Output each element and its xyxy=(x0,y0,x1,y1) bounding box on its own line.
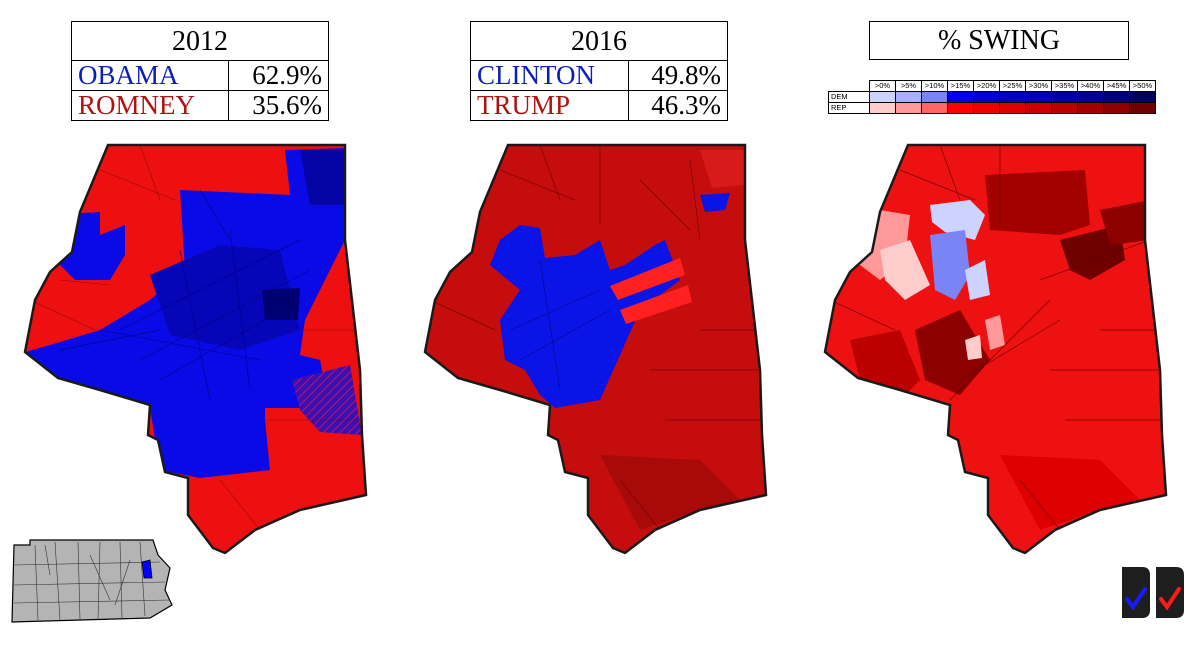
results-table-2016: 2016 CLINTON 49.8% TRUMP 46.3% xyxy=(470,21,728,121)
map-2012-tie-area xyxy=(292,365,362,435)
highlighted-county xyxy=(141,559,153,579)
legend-rep-swatch xyxy=(1103,102,1130,114)
map-2016-outline xyxy=(423,143,768,555)
map-swing-rep-pale-center xyxy=(965,335,982,360)
year-2016-title: 2016 xyxy=(470,21,728,61)
dem-pct-2016: 49.8% xyxy=(627,60,728,91)
check-icon-red xyxy=(1156,567,1184,618)
map-2016-dem-region xyxy=(490,225,680,408)
map-swing-dem-light-east xyxy=(965,260,990,300)
map-2016-rep-northeast xyxy=(700,150,745,188)
results-table-2012: 2012 OBAMA 62.9% ROMNEY 35.6% xyxy=(70,21,329,121)
dem-pct-2012: 62.9% xyxy=(228,60,329,91)
check-icon-blue xyxy=(1122,567,1150,618)
map-swing-rep-dark-east xyxy=(1100,200,1150,245)
map-swing xyxy=(823,143,1168,555)
map-2016-rep-stripe-b xyxy=(620,285,692,324)
rep-candidate-2016: TRUMP xyxy=(470,90,629,121)
legend-rep-swatch xyxy=(999,102,1026,114)
map-2016 xyxy=(423,143,768,555)
map-swing-rep-south xyxy=(1000,455,1140,530)
logo-badges xyxy=(1122,567,1184,618)
map-2012-dem-dark-east xyxy=(262,288,300,320)
pennsylvania-state-shape xyxy=(11,539,173,623)
map-2016-rep-south xyxy=(600,455,740,530)
map-2012 xyxy=(23,143,368,555)
map-2012-dem-core xyxy=(150,245,300,350)
pennsylvania-locator-map xyxy=(11,539,173,623)
map-swing-rep-dark-north xyxy=(985,170,1090,235)
rep-pct-2016: 46.3% xyxy=(627,90,728,121)
map-2016-dem-northeast xyxy=(700,193,730,212)
rep-pct-2012: 35.6% xyxy=(228,90,329,121)
map-swing-rep-core xyxy=(915,310,990,395)
legend-rep-swatch xyxy=(895,102,922,114)
map-swing-outline xyxy=(823,143,1168,555)
legend-rep-swatch xyxy=(1129,102,1156,114)
dem-candidate-2016: CLINTON xyxy=(470,60,629,91)
year-2012-title: 2012 xyxy=(71,21,329,61)
swing-title: % SWING xyxy=(869,21,1129,60)
map-2012-dem-northeast xyxy=(300,150,345,205)
map-swing-rep-lightest xyxy=(880,240,930,300)
map-swing-dem-medium xyxy=(930,230,970,300)
rep-candidate-2012: ROMNEY xyxy=(70,90,230,121)
map-2012-outline xyxy=(23,143,368,555)
swing-legend: >0% >5% >10% >15% >20% >25% >30% >35% >40% >45% >5… xyxy=(828,80,1156,114)
map-swing-rep-pale-core xyxy=(985,315,1005,350)
map-swing-dem-light-north xyxy=(930,200,985,240)
map-2016-rep-stripe-a xyxy=(610,258,685,300)
